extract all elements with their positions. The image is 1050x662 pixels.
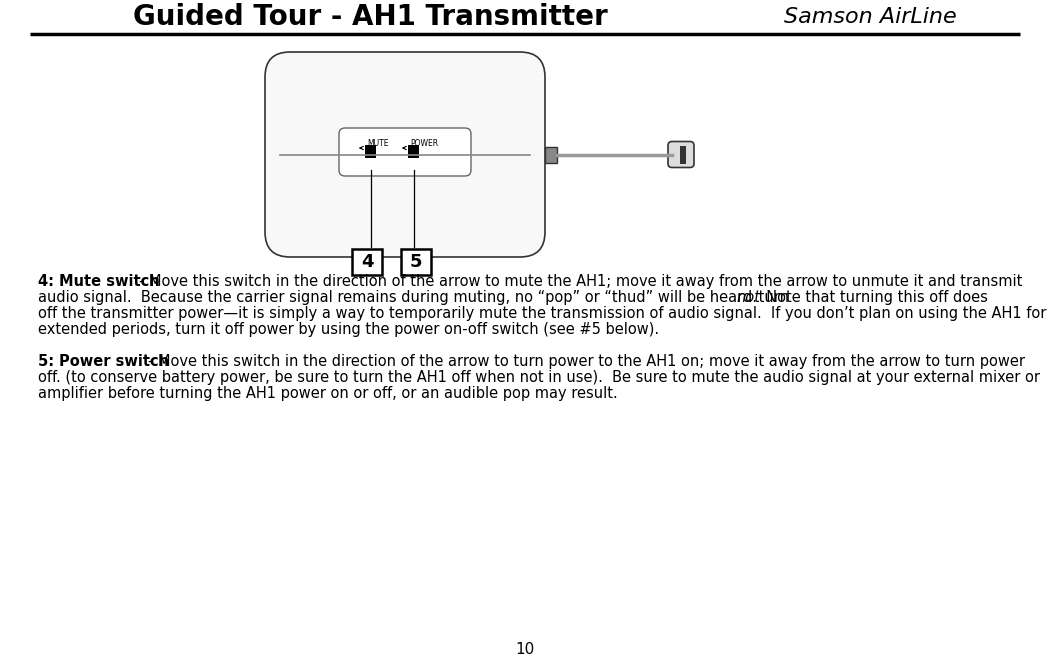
Text: amplifier before turning the AH1 power on or off, or an audible pop may result.: amplifier before turning the AH1 power o…	[38, 386, 617, 401]
Text: 5: 5	[410, 253, 422, 271]
Text: 4: 4	[361, 253, 373, 271]
Text: extended periods, turn it off power by using the power on-off switch (see #5 bel: extended periods, turn it off power by u…	[38, 322, 659, 337]
Text: Guided Tour - AH1 Transmitter: Guided Tour - AH1 Transmitter	[132, 3, 607, 31]
Text: audio signal.  Because the carrier signal remains during muting, no “pop” or “th: audio signal. Because the carrier signal…	[38, 290, 992, 305]
Bar	[401, 249, 430, 275]
Text: - Move this switch in the direction of the arrow to turn power to the AH1 on; mo: - Move this switch in the direction of t…	[148, 354, 1025, 369]
Text: MUTE: MUTE	[368, 140, 388, 148]
Text: off the transmitter power—it is simply a way to temporarily mute the transmissio: off the transmitter power—it is simply a…	[38, 306, 1047, 321]
Text: Samson AirLine: Samson AirLine	[783, 7, 957, 27]
Text: 10: 10	[516, 643, 534, 657]
Text: turn: turn	[754, 290, 789, 305]
Text: Power switch: Power switch	[59, 354, 169, 369]
Text: 4:: 4:	[38, 274, 64, 289]
Text: off. (to conserve battery power, be sure to turn the AH1 off when not in use).  : off. (to conserve battery power, be sure…	[38, 370, 1040, 385]
Text: Mute switch: Mute switch	[59, 274, 160, 289]
Bar	[365, 145, 376, 158]
Bar	[545, 146, 556, 162]
Bar	[408, 145, 419, 158]
Text: POWER: POWER	[410, 140, 438, 148]
Text: not: not	[736, 290, 760, 305]
FancyBboxPatch shape	[668, 142, 694, 167]
Text: - Move this switch in the direction of the arrow to mute the AH1; move it away f: - Move this switch in the direction of t…	[139, 274, 1023, 289]
FancyBboxPatch shape	[339, 128, 471, 176]
Bar	[680, 146, 686, 164]
FancyBboxPatch shape	[265, 52, 545, 257]
Bar	[352, 249, 382, 275]
Text: 5:: 5:	[38, 354, 64, 369]
